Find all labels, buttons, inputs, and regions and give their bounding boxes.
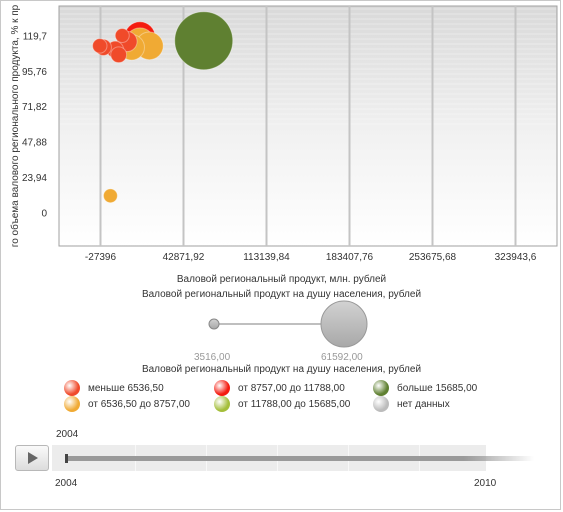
timeline-handle[interactable] [65,454,68,463]
legend-item-3[interactable]: больше 15685,00 [373,379,477,397]
y-tick-label: 119,7 [23,31,48,42]
legend-item-4[interactable]: от 6536,50 до 8757,00 [64,395,190,413]
play-icon [28,452,38,464]
x-tick-label: 323943,6 [495,252,537,263]
x-tick-label: 42871,92 [163,252,205,263]
legend-item-5[interactable]: от 11788,00 до 15685,00 [214,395,350,413]
size-legend-max-label: 61592,00 [321,352,363,363]
legend-label-3: больше 15685,00 [397,382,478,394]
legend-label-5: от 11788,00 до 15685,00 [238,398,351,410]
data-bubble[interactable] [102,188,118,204]
size-legend-min-label: 3516,00 [194,352,231,363]
play-button[interactable] [15,445,49,471]
y-tick-label: 23,94 [22,173,47,184]
size-legend-min-bubble [208,318,220,330]
y-tick-label: 47,88 [22,138,47,149]
legend-label-6: нет данных [397,398,450,410]
y-tick-label: 71,82 [22,102,47,113]
data-bubble[interactable] [114,28,130,44]
legend-dot-3 [373,380,389,396]
legend-item-2[interactable]: от 8757,00 до 11788,00 [214,379,345,397]
legend-dot-6 [373,396,389,412]
legend-item-1[interactable]: меньше 6536,50 [64,379,164,397]
data-bubble[interactable] [92,38,108,54]
size-axis-title: Валовой региональный продукт на душу нас… [141,289,422,300]
size-legend [208,300,368,348]
legend-dot-2 [214,380,230,396]
size-legend-max-bubble [320,300,368,348]
legend-item-6[interactable]: нет данных [373,395,450,413]
color-legend-title: Валовой региональный продукт на душу нас… [141,364,422,375]
x-tick-label: 253675,68 [409,252,457,263]
x-tick-label: 183407,76 [326,252,374,263]
y-tick-label: 95,76 [22,67,47,78]
color-legend: меньше 6536,50 от 8757,00 до 11788,00 бо… [64,377,544,413]
timeline-current-year: 2004 [56,429,79,440]
timeline: 2004 2004 2010 [0,424,563,494]
timeline-start-label: 2004 [55,478,78,489]
x-tick-label: 113139,84 [243,252,290,263]
legend-label-2: от 8757,00 до 11788,00 [238,382,345,394]
timeline-progress-line [66,456,534,461]
data-bubble[interactable] [174,11,234,71]
timeline-end-label: 2010 [474,478,497,489]
x-tick-label: -27396 [85,252,117,263]
y-tick-label: 0 [41,208,47,219]
y-axis-title: го объема валового регионального продукт… [9,4,21,247]
legend-dot-1 [64,380,80,396]
x-axis-title: Валовой региональный продукт, млн. рубле… [176,274,387,285]
legend-label-4: от 6536,50 до 8757,00 [88,398,190,410]
legend-dot-5 [214,396,230,412]
legend-label-1: меньше 6536,50 [88,382,164,394]
legend-dot-4 [64,396,80,412]
data-bubble[interactable] [110,46,128,64]
